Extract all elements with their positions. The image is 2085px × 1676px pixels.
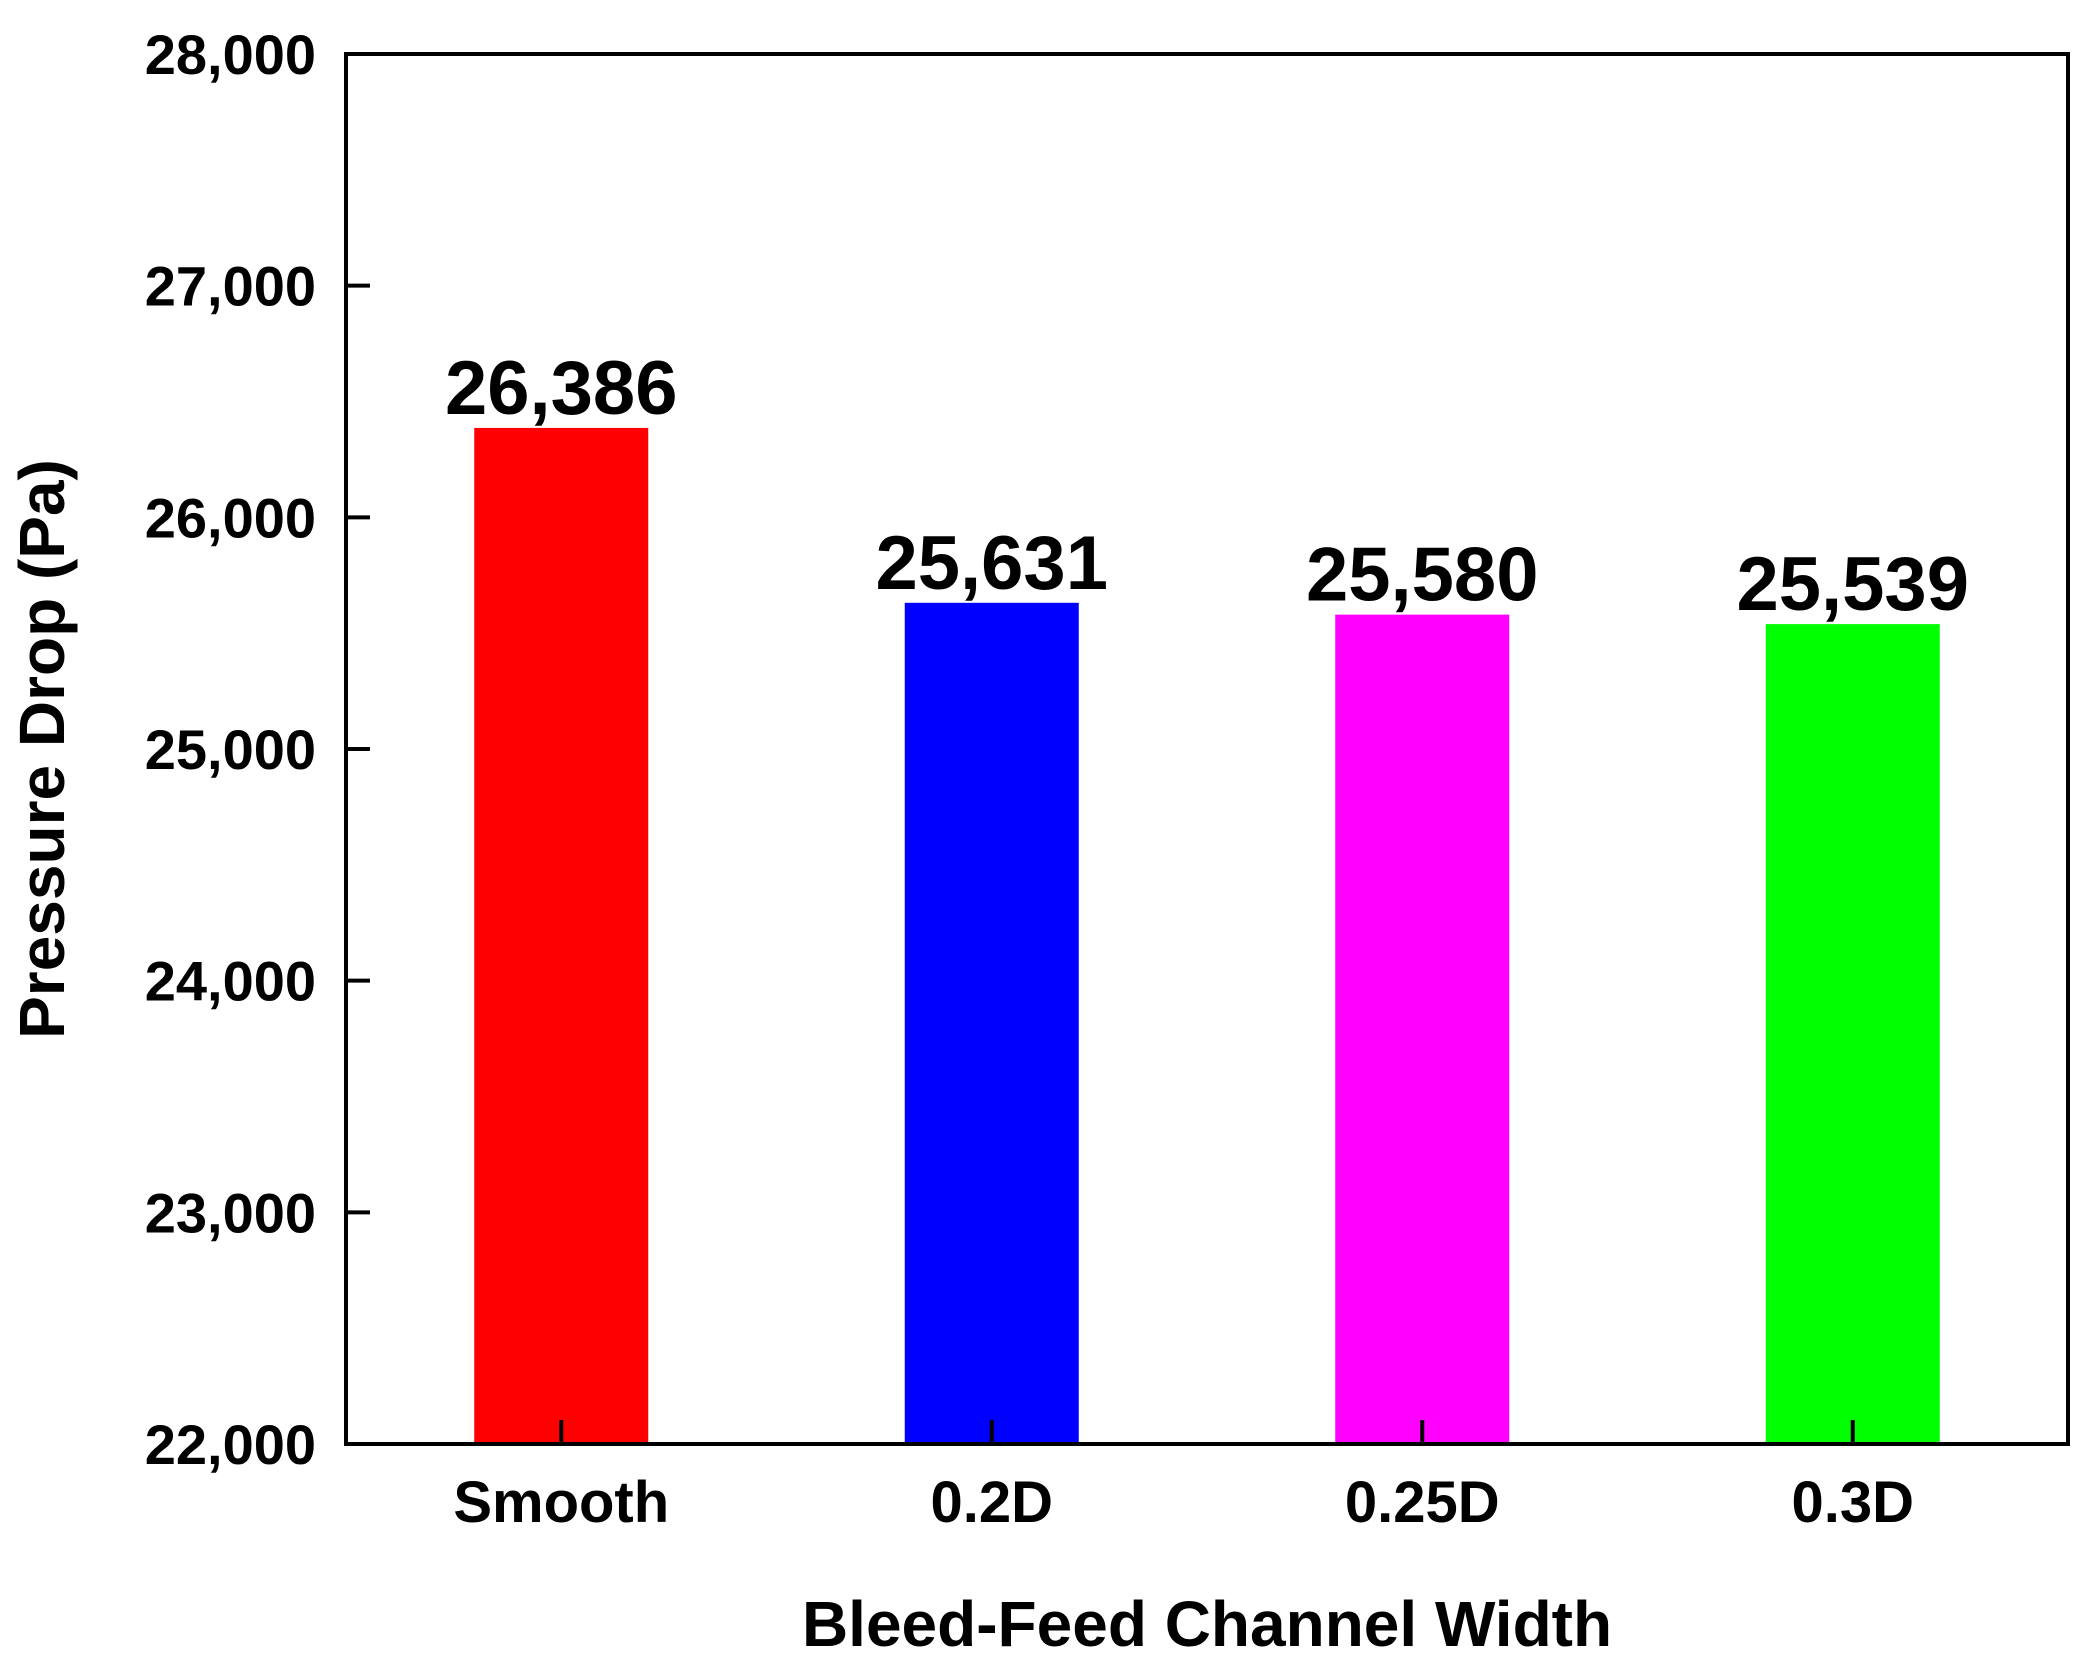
y-tick-label: 23,000: [145, 1181, 316, 1244]
ticks-layer: [346, 52, 1855, 1446]
bar-0-25d: [1335, 614, 1510, 1444]
labels-layer: 26,386 25,631 25,580 25,539 22,000 23,000 24,0…: [145, 23, 1969, 1535]
y-tick-label: 28,000: [145, 23, 316, 86]
y-tick-label: 24,000: [145, 950, 316, 1013]
y-axis-title: Pressure Drop (Pa): [6, 459, 78, 1039]
bar-0-2d: [904, 602, 1079, 1444]
x-tick-label: 0.2D: [930, 1470, 1053, 1535]
y-tick-label: 26,000: [145, 486, 316, 549]
data-label: 25,539: [1737, 542, 1969, 627]
x-tick-label: Smooth: [453, 1470, 669, 1535]
x-axis-title: Bleed-Feed Channel Width: [802, 1588, 1612, 1660]
x-tick-label: 0.3D: [1791, 1470, 1914, 1535]
data-label: 26,386: [445, 346, 677, 431]
bars-layer: [474, 427, 1940, 1444]
x-tick-label: 0.25D: [1345, 1470, 1500, 1535]
bar-smooth: [474, 427, 649, 1444]
data-label: 25,580: [1306, 533, 1538, 618]
y-tick-label: 22,000: [145, 1413, 316, 1476]
y-tick-label: 25,000: [145, 718, 316, 781]
bar-0-3d: [1765, 624, 1940, 1444]
data-label: 25,631: [876, 521, 1108, 606]
y-tick-label: 27,000: [145, 255, 316, 318]
